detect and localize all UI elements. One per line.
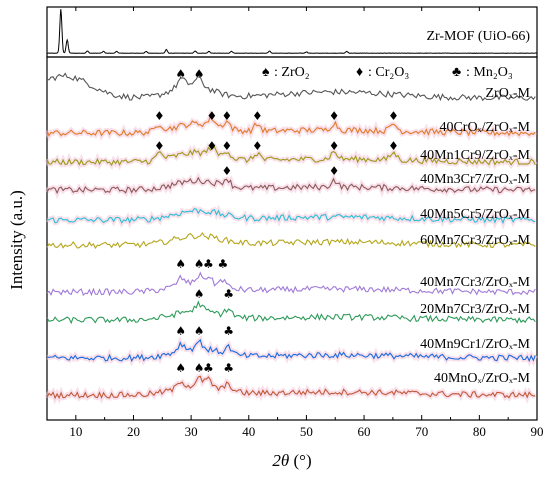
legend-label-cr2o3: : Cr₂O₃: [368, 65, 409, 80]
series-4-line: [46, 176, 536, 195]
series-10-marker-4: ♣: [223, 361, 234, 375]
x-tick-label-40: 40: [242, 424, 255, 439]
series-10-marker-1: ♠: [175, 361, 186, 375]
series-2-marker-3: ♦: [221, 109, 232, 123]
series-8: 20Mn7Cr3/ZrOₓ-M ♠ ♣: [46, 287, 536, 325]
series-layer: ZrOₓ-M♠ ♠40CrOₓ/ZrOₓ-M♦ ♦ ♦ ♦ ♦ ♦40Mn1Cr9/ZrOₓ…: [44, 67, 538, 405]
series-1-line: [46, 72, 536, 102]
legend-symbol-zro2: ♠: [262, 65, 270, 80]
x-axis-title: 2θ (°): [272, 451, 311, 470]
series-10-marker-2: ♠: [194, 361, 205, 375]
x-tick-label-80: 80: [473, 424, 486, 439]
series-6-label: 60Mn7Cr3/ZrOₓ-M: [420, 233, 530, 248]
x-tick-label-50: 50: [300, 424, 313, 439]
series-4-marker-1: ♦: [221, 164, 232, 178]
series-7-label: 40Mn7Cr3/ZrOₓ-M: [420, 275, 530, 290]
x-axis-title-symbol: 2θ: [272, 451, 289, 470]
series-10-line: [46, 375, 536, 400]
legend-symbol-mn2o3: ♣: [452, 65, 461, 80]
series-7-marker-4: ♣: [217, 257, 228, 271]
legend-label-zro2: : ZrO₂: [274, 65, 310, 80]
series-1-marker-1: ♠: [175, 67, 186, 81]
series-3: 40Mn1Cr9/ZrOₓ-M ♦ ♦ ♦ ♦ ♦ ♦: [44, 139, 538, 171]
series-8-marker-2: ♣: [223, 287, 234, 301]
series-5-label: 40Mn5Cr5/ZrOₓ-M: [420, 207, 530, 222]
series-2-marker-4: ♦: [252, 109, 263, 123]
legend-label-mn2o3: : Mn₂O₃: [466, 65, 513, 80]
series-3-line: [46, 146, 536, 167]
series-1-marker-2: ♠: [194, 67, 205, 81]
series-7-marker-1: ♠: [175, 257, 186, 271]
series-7-marker-3: ♣: [203, 257, 214, 271]
series-9-marker-3: ♣: [223, 324, 234, 338]
top-panel: Zr-MOF (UiO-66): [46, 9, 538, 54]
series-6: 60Mn7Cr3/ZrOₓ-M: [46, 232, 536, 250]
series-1: ZrOₓ-M ♠ ♠: [46, 67, 536, 102]
series-3-marker-4: ♦: [252, 139, 263, 153]
main-panel-frame: [46, 56, 538, 421]
series-10-marker-3: ♣: [203, 361, 214, 375]
series-9-label: 40Mn9Cr1/ZrOₓ-M: [420, 337, 530, 352]
x-tick-label-70: 70: [415, 424, 428, 439]
series-7: 40Mn7Cr3/ZrOₓ-M♠ ♠♣ ♣: [46, 257, 536, 297]
series-2-marker-6: ♦: [388, 109, 399, 123]
series-3-marker-2: ♦: [206, 139, 217, 153]
series-2: 40CrOₓ/ZrOₓ-M ♦ ♦ ♦ ♦ ♦ ♦: [44, 109, 538, 142]
legend-symbol-cr2o3: ♦: [356, 65, 363, 80]
series-1-label: ZrOₓ-M: [486, 86, 531, 101]
series-7-marker-2: ♠: [194, 257, 205, 271]
x-tick-label-20: 20: [127, 424, 140, 439]
series-9-marker-1: ♠: [175, 324, 186, 338]
series-3-marker-6: ♦: [388, 139, 399, 153]
series-2-marker-2: ♦: [206, 109, 217, 123]
top-series-line: [46, 9, 538, 54]
series-9-line: [46, 338, 536, 363]
series-9: 40Mn9Cr1/ZrOₓ-M ♠ ♠ ♣: [46, 324, 538, 367]
x-axis-title-unit: (°): [289, 451, 311, 470]
series-10-label: 40MnOₓ/ZrOₓ-M: [434, 371, 531, 386]
series-4-marker-2: ♦: [329, 164, 340, 178]
series-8-label: 20Mn7Cr3/ZrOₓ-M: [420, 302, 530, 317]
series-3-marker-5: ♦: [329, 139, 340, 153]
series-2-label: 40CrOₓ/ZrOₓ-M: [439, 120, 530, 135]
series-8-line: [46, 300, 536, 325]
series-2-line: [46, 114, 536, 137]
x-tick-label-10: 10: [69, 424, 82, 439]
series-4-label: 40Mn3Cr7/ZrOₓ-M: [420, 172, 530, 187]
series-8-marker-1: ♠: [194, 287, 205, 301]
series-3-marker-3: ♦: [221, 139, 232, 153]
top-series-label: Zr-MOF (UiO-66): [426, 29, 530, 44]
series-3-marker-1: ♦: [154, 139, 165, 153]
x-tick-label-90: 90: [531, 424, 544, 439]
series-6-line: [46, 232, 536, 250]
series-3-label: 40Mn1Cr9/ZrOₓ-M: [420, 148, 530, 163]
series-2-marker-5: ♦: [329, 109, 340, 123]
series-9-marker-2: ♠: [194, 324, 205, 338]
legend: ♠ : ZrO₂ ♦ : Cr₂O₃ ♣ : Mn₂O₃: [262, 65, 513, 80]
series-4: 40Mn3Cr7/ZrOₓ-M ♦ ♦: [44, 164, 536, 200]
x-tick-label-60: 60: [358, 424, 371, 439]
series-10: 40MnOₓ/ZrOₓ-M♠ ♠♣ ♣: [44, 361, 536, 405]
series-5-line: [46, 207, 536, 225]
series-7-line: [46, 271, 536, 297]
axes-layer: 10 20 30 40 50 60 70 80 90: [69, 7, 544, 439]
y-axis-title: Intensity (a.u.): [7, 190, 26, 290]
series-2-marker-1: ♦: [154, 109, 165, 123]
x-tick-label-30: 30: [185, 424, 198, 439]
series-5: 40Mn5Cr5/ZrOₓ-M: [46, 204, 536, 230]
